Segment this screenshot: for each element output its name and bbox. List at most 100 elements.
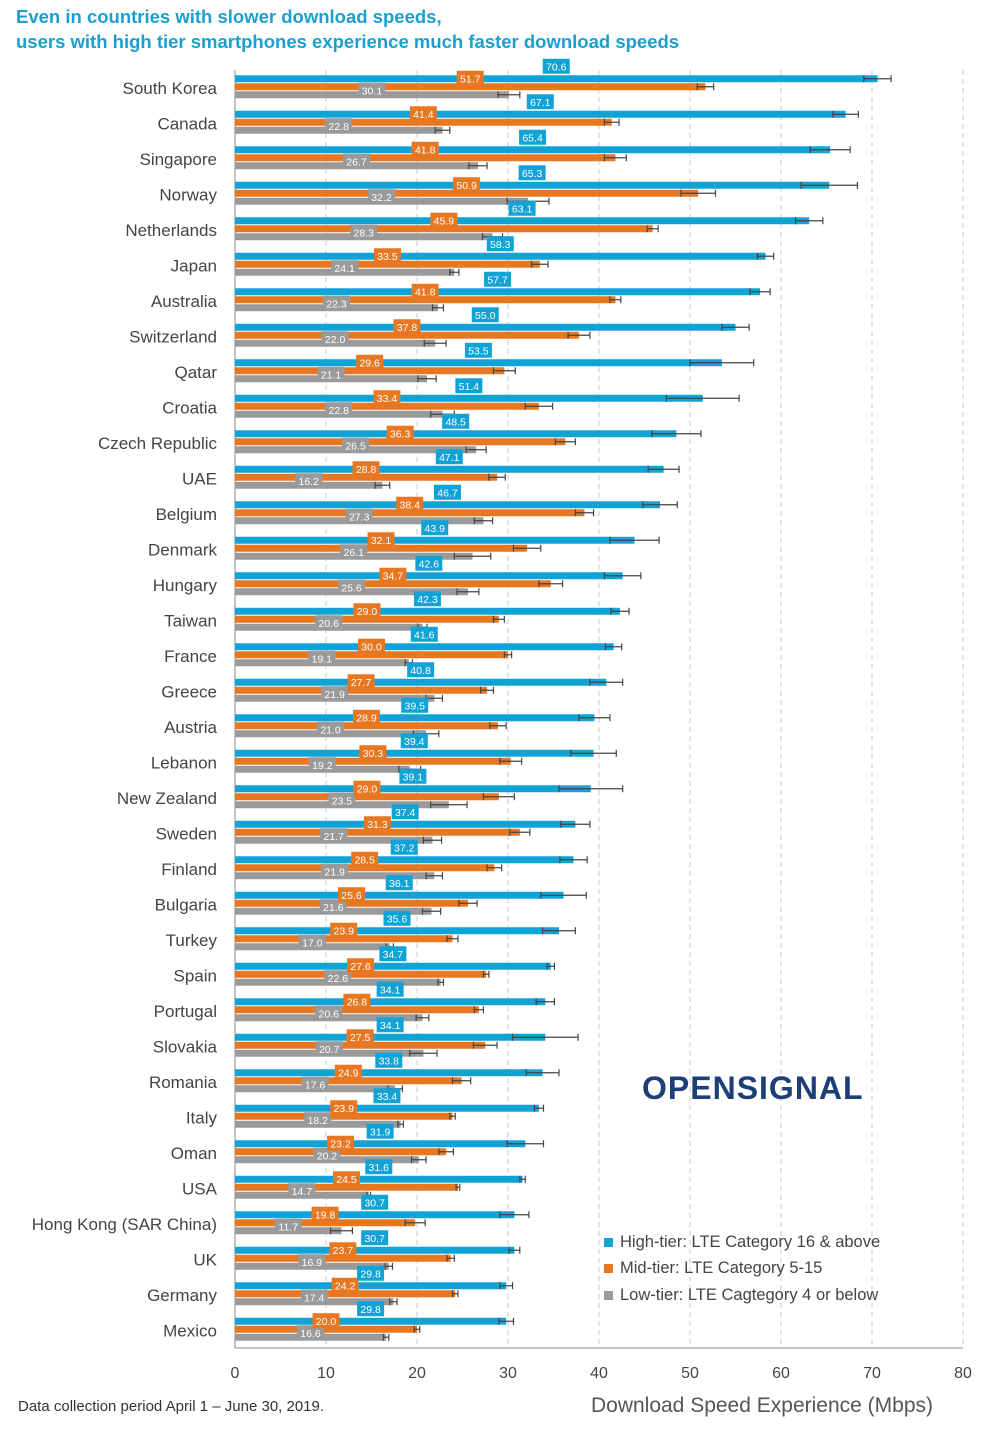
data-label-mid-tier: 37.8 <box>397 322 418 334</box>
category-label: Spain <box>174 966 217 985</box>
data-label-box-mid-tier <box>430 212 458 228</box>
data-label-box-low-tier <box>342 437 370 453</box>
data-label-mid-tier: 41.4 <box>413 109 434 121</box>
data-label-box-mid-tier <box>358 638 385 654</box>
data-label-box-mid-tier <box>352 461 380 477</box>
bar-mid-tier <box>235 828 520 836</box>
data-label-low-tier: 32.2 <box>371 192 392 204</box>
data-label-box-low-tier <box>331 260 359 276</box>
data-label-box-high-tier <box>401 697 429 713</box>
data-label-low-tier: 21.1 <box>321 369 342 381</box>
category-label: USA <box>182 1179 218 1198</box>
data-label-box-low-tier <box>301 1076 329 1092</box>
data-label-low-tier: 21.9 <box>324 689 345 701</box>
data-label-low-tier: 17.4 <box>304 1292 325 1304</box>
data-label-box-high-tier <box>464 342 492 358</box>
data-label-box-high-tier <box>484 271 512 287</box>
data-label-box-low-tier <box>300 1289 328 1305</box>
data-label-mid-tier: 26.8 <box>347 996 368 1008</box>
category-label: Sweden <box>156 824 217 843</box>
bar-high-tier <box>235 891 564 899</box>
data-label-low-tier: 22.8 <box>329 121 350 133</box>
data-label-low-tier: 25.6 <box>341 582 362 594</box>
data-label-box-low-tier <box>321 686 349 702</box>
data-label-low-tier: 30.1 <box>362 85 383 97</box>
data-label-box-high-tier <box>471 307 499 323</box>
bar-mid-tier <box>235 1219 416 1227</box>
data-label-high-tier: 34.1 <box>380 1020 401 1032</box>
bar-mid-tier <box>235 1325 417 1333</box>
data-label-box-high-tier <box>442 413 470 429</box>
data-label-box-high-tier <box>433 484 461 500</box>
data-label-box-low-tier <box>358 82 386 98</box>
bar-high-tier <box>235 252 766 260</box>
data-label-mid-tier: 50.9 <box>456 180 477 192</box>
data-label-high-tier: 63.1 <box>512 203 533 215</box>
data-label-high-tier: 51.4 <box>459 381 480 393</box>
bar-mid-tier <box>235 686 488 694</box>
bar-high-tier <box>235 785 591 793</box>
data-label-high-tier: 39.4 <box>404 736 425 748</box>
bar-mid-tier <box>235 580 551 588</box>
data-label-box-low-tier <box>368 189 396 205</box>
data-label-high-tier: 41.6 <box>414 629 435 641</box>
bar-mid-tier <box>235 722 498 730</box>
data-label-high-tier: 33.8 <box>379 1055 400 1067</box>
data-label-mid-tier: 29.0 <box>357 606 378 618</box>
data-label-box-low-tier <box>317 366 345 382</box>
data-label-high-tier: 43.9 <box>425 523 446 535</box>
chart-legend: High-tier: LTE Category 16 & above Mid-t… <box>604 1229 880 1309</box>
legend-label-low-tier: Low-tier: LTE Cagtegory 4 or below <box>620 1285 879 1304</box>
category-label: Canada <box>157 114 217 133</box>
data-label-high-tier: 57.7 <box>487 274 508 286</box>
data-label-high-tier: 37.4 <box>395 807 416 819</box>
data-label-box-mid-tier <box>331 1277 359 1293</box>
data-label-low-tier: 18.2 <box>308 1115 329 1127</box>
data-label-mid-tier: 23.2 <box>330 1138 351 1150</box>
data-label-box-mid-tier <box>346 1029 374 1045</box>
bar-high-tier <box>235 1104 539 1112</box>
bar-high-tier <box>235 1317 507 1325</box>
bar-mid-tier <box>235 331 579 339</box>
bar-mid-tier <box>235 83 706 91</box>
data-label-box-mid-tier <box>359 745 387 761</box>
data-label-box-high-tier <box>435 449 463 465</box>
category-label: Turkey <box>166 931 218 950</box>
data-label-mid-tier: 33.5 <box>377 251 398 263</box>
data-label-box-low-tier <box>328 792 356 808</box>
data-label-box-low-tier <box>315 615 343 631</box>
data-label-box-mid-tier <box>373 248 401 264</box>
category-label: Netherlands <box>125 221 217 240</box>
data-label-box-high-tier <box>379 946 407 962</box>
data-label-box-high-tier <box>508 200 536 216</box>
data-label-box-high-tier <box>542 58 570 74</box>
chart-title: Even in countries with slower download s… <box>16 4 679 54</box>
category-label: Hong Kong (SAR China) <box>32 1215 217 1234</box>
data-label-box-mid-tier <box>367 532 395 548</box>
data-label-high-tier: 29.8 <box>360 1304 381 1316</box>
data-label-low-tier: 16.6 <box>300 1328 321 1340</box>
data-label-box-high-tier <box>400 733 428 749</box>
bar-mid-tier <box>235 1112 453 1120</box>
data-label-mid-tier: 28.8 <box>356 464 377 476</box>
bar-mid-tier <box>235 793 499 801</box>
bar-mid-tier <box>235 757 511 765</box>
data-label-low-tier: 21.6 <box>323 902 344 914</box>
bar-high-tier <box>235 820 576 828</box>
data-label-box-high-tier <box>376 981 404 997</box>
bar-mid-tier <box>235 899 468 907</box>
data-label-box-high-tier <box>375 1052 403 1068</box>
bar-mid-tier <box>235 367 505 375</box>
data-label-mid-tier: 31.3 <box>367 819 388 831</box>
data-label-low-tier: 17.0 <box>302 937 323 949</box>
bar-mid-tier <box>235 864 495 872</box>
data-label-box-mid-tier <box>352 709 380 725</box>
data-label-box-mid-tier <box>337 887 365 903</box>
bar-high-tier <box>235 1175 523 1183</box>
data-label-mid-tier: 24.9 <box>338 1067 359 1079</box>
category-label: South Korea <box>122 79 217 98</box>
data-label-low-tier: 26.7 <box>346 156 367 168</box>
data-label-box-high-tier <box>421 520 449 536</box>
data-label-low-tier: 19.1 <box>312 653 333 665</box>
x-tick-label: 50 <box>681 1365 699 1382</box>
